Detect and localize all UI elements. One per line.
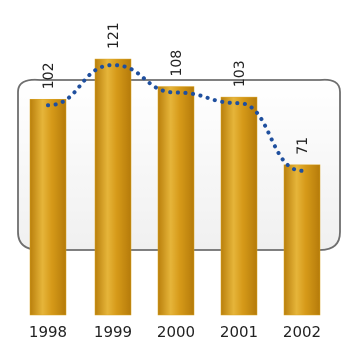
bar-1998: [29, 98, 67, 316]
data-label-2001: 103: [232, 60, 248, 87]
x-tick-2001: 2001: [220, 323, 258, 341]
data-label-1999: 121: [106, 22, 122, 49]
data-label-2002: 71: [295, 137, 311, 155]
bar-2001: [220, 96, 258, 316]
data-label-1998: 102: [41, 62, 57, 89]
x-tick-1998: 1998: [29, 323, 67, 341]
x-tick-1999: 1999: [94, 323, 132, 341]
x-axis-ticks: 1998 1999 2000 2001 2002: [29, 323, 321, 341]
bars-group: [29, 58, 321, 316]
x-tick-2000: 2000: [157, 323, 195, 341]
bar-2002: [283, 164, 321, 316]
x-tick-2002: 2002: [283, 323, 321, 341]
data-labels-group: 102 121 108 103 71: [41, 22, 311, 155]
trend-line: [46, 63, 304, 173]
data-label-2000: 108: [169, 50, 185, 77]
bar-2000: [157, 86, 195, 316]
bar-1999: [94, 58, 132, 316]
